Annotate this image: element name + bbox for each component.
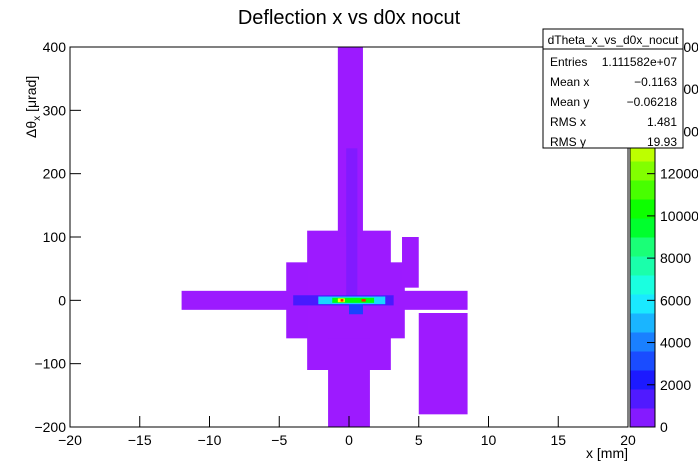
y-label-symbol: Δθ bbox=[23, 121, 39, 138]
stats-box: dTheta_x_vs_d0x_nocut Entries 1.111582e+07… bbox=[542, 28, 684, 149]
colorbar-tick-label: 12000 bbox=[660, 166, 698, 182]
stats-value: 1.481 bbox=[647, 115, 677, 129]
y-label-subscript: x bbox=[32, 116, 43, 121]
colorbar-step bbox=[630, 256, 655, 276]
x-axis-label: x [mm] bbox=[586, 445, 628, 461]
stats-label: RMS x bbox=[550, 115, 586, 129]
x-tick-label: 15 bbox=[550, 432, 566, 448]
x-tick-label: −5 bbox=[271, 432, 287, 448]
colorbar-tick-label: 6000 bbox=[660, 292, 691, 308]
heat-cell bbox=[332, 297, 375, 303]
colorbar-step bbox=[630, 237, 655, 257]
x-tick-label: −20 bbox=[58, 432, 82, 448]
heat-cell bbox=[328, 338, 370, 427]
stats-value: −0.06218 bbox=[627, 95, 678, 109]
x-tick-label: 10 bbox=[481, 432, 497, 448]
heat-cell bbox=[418, 313, 468, 415]
colorbar-step bbox=[630, 275, 655, 295]
stats-label: RMS y bbox=[550, 135, 586, 149]
stats-value: 19.93 bbox=[647, 135, 677, 149]
x-tick-label: 20 bbox=[620, 432, 636, 448]
stats-label: Mean x bbox=[550, 75, 589, 89]
heat-cell bbox=[349, 302, 363, 315]
chart-title: Deflection x vs d0x nocut bbox=[238, 7, 461, 29]
colorbar-tick-label: 10000 bbox=[660, 208, 698, 224]
colorbar-step bbox=[630, 332, 655, 352]
y-axis-label: Δθx [μrad] bbox=[23, 76, 43, 138]
y-tick-label: −100 bbox=[34, 356, 66, 372]
y-label-unit: [μrad] bbox=[23, 76, 39, 112]
colorbar-tick-label: 4000 bbox=[660, 335, 691, 351]
colorbar-step bbox=[630, 370, 655, 390]
y-tick-label: 400 bbox=[43, 39, 67, 55]
colorbar-step bbox=[630, 218, 655, 238]
colorbar-step bbox=[630, 199, 655, 219]
colorbar-step bbox=[630, 180, 655, 200]
colorbar-tick-label: 2000 bbox=[660, 377, 691, 393]
heat-cell bbox=[402, 237, 419, 288]
heat-cell bbox=[340, 299, 344, 302]
y-tick-label: 0 bbox=[58, 292, 66, 308]
colorbar-step bbox=[630, 313, 655, 333]
colorbar-step bbox=[630, 389, 655, 409]
y-tick-label: 300 bbox=[43, 102, 67, 118]
x-tick-label: −15 bbox=[128, 432, 152, 448]
colorbar-step bbox=[630, 294, 655, 314]
stats-label: Entries bbox=[550, 55, 587, 69]
x-tick-label: 0 bbox=[345, 432, 353, 448]
colorbar-step bbox=[630, 351, 655, 371]
colorbar-tick-label: 0 bbox=[660, 419, 668, 435]
x-tick-label: −10 bbox=[198, 432, 222, 448]
y-tick-label: 200 bbox=[43, 166, 67, 182]
y-tick-label: 100 bbox=[43, 229, 67, 245]
stats-value: −0.1163 bbox=[634, 75, 677, 89]
colorbar-step bbox=[630, 408, 655, 428]
stats-label: Mean y bbox=[550, 95, 589, 109]
heat-cell bbox=[346, 148, 358, 301]
stats-title: dTheta_x_vs_d0x_nocut bbox=[548, 33, 679, 47]
colorbar-tick-label: 8000 bbox=[660, 250, 691, 266]
colorbar-step bbox=[630, 161, 655, 181]
x-tick-label: 5 bbox=[415, 432, 423, 448]
heat-cell bbox=[361, 299, 366, 302]
y-tick-label: −200 bbox=[34, 419, 66, 435]
stats-value: 1.111582e+07 bbox=[602, 55, 678, 69]
